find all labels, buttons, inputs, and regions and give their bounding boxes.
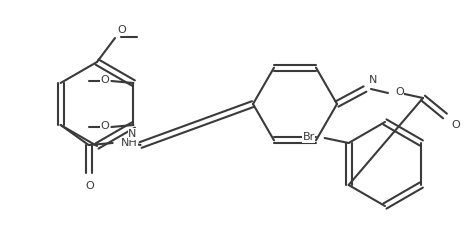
Text: N: N	[128, 129, 137, 139]
Text: O: O	[395, 87, 404, 97]
Text: O: O	[451, 120, 460, 130]
Text: O: O	[100, 75, 109, 85]
Text: O: O	[117, 25, 126, 35]
Text: Br: Br	[302, 132, 315, 142]
Text: NH: NH	[120, 138, 137, 148]
Text: N: N	[369, 75, 378, 85]
Text: O: O	[85, 181, 94, 191]
Text: O: O	[100, 121, 109, 131]
